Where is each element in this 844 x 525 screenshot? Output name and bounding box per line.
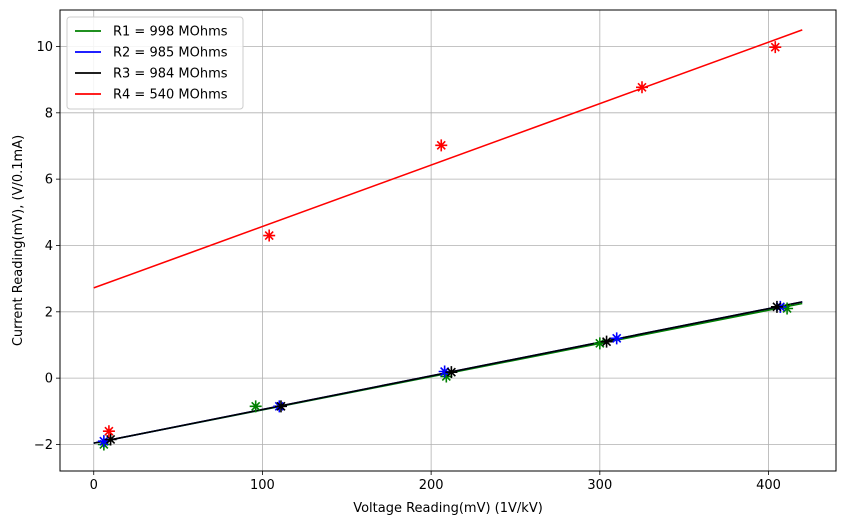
data-point [770,300,783,313]
fit-line [93,29,803,289]
y-tick-label: 0 [45,372,53,387]
data-point [440,370,453,383]
data-point [781,302,794,315]
legend: R1 = 998 MOhms R2 = 985 MOhms R3 = 984 MOh… [66,16,244,110]
data-point [636,81,648,94]
legend-box [66,16,244,110]
data-point [610,332,623,345]
data-point [769,41,782,54]
data-point [593,337,606,350]
y-tick-label: −2 [34,438,53,453]
legend-label: R2 = 985 MOhms [113,46,228,61]
y-tick-label: 4 [45,239,53,254]
x-axis-label: Voltage Reading(mV) (1V/kV) [353,501,543,516]
data-point [438,365,451,378]
y-tick-label: 10 [36,40,53,55]
x-tick-label: 200 [419,478,444,493]
data-point [263,229,276,242]
legend-label: R4 = 540 MOhms [113,88,228,103]
x-tick-label: 300 [587,478,612,493]
data-point [97,435,110,448]
x-tick-label: 100 [250,478,275,493]
x-tick-label: 400 [756,478,781,493]
series-4-points [102,41,782,438]
axes-frame [59,9,837,472]
legend-label: R3 = 984 MOhms [113,67,228,82]
data-point [445,366,458,379]
y-tick-label: 2 [45,305,53,320]
series-3-points [104,300,783,446]
y-tick-label: 6 [45,173,53,188]
y-tick-label: 8 [45,106,53,121]
x-tick-label: 0 [90,478,98,493]
plot-area [93,29,803,451]
legend-label: R1 = 998 MOhms [113,25,228,40]
data-point [249,400,262,413]
data-point [274,400,287,413]
data-point [435,139,448,152]
ticks: 0 100 200 300 400 −2 0 2 4 6 8 10 [34,40,781,493]
y-axis-label: Current Reading(mV), (V/0.1mA) [11,135,26,346]
data-point [102,425,115,438]
data-point [104,433,117,446]
series-4 [93,29,803,289]
data-point [600,335,613,348]
grid [60,10,836,471]
